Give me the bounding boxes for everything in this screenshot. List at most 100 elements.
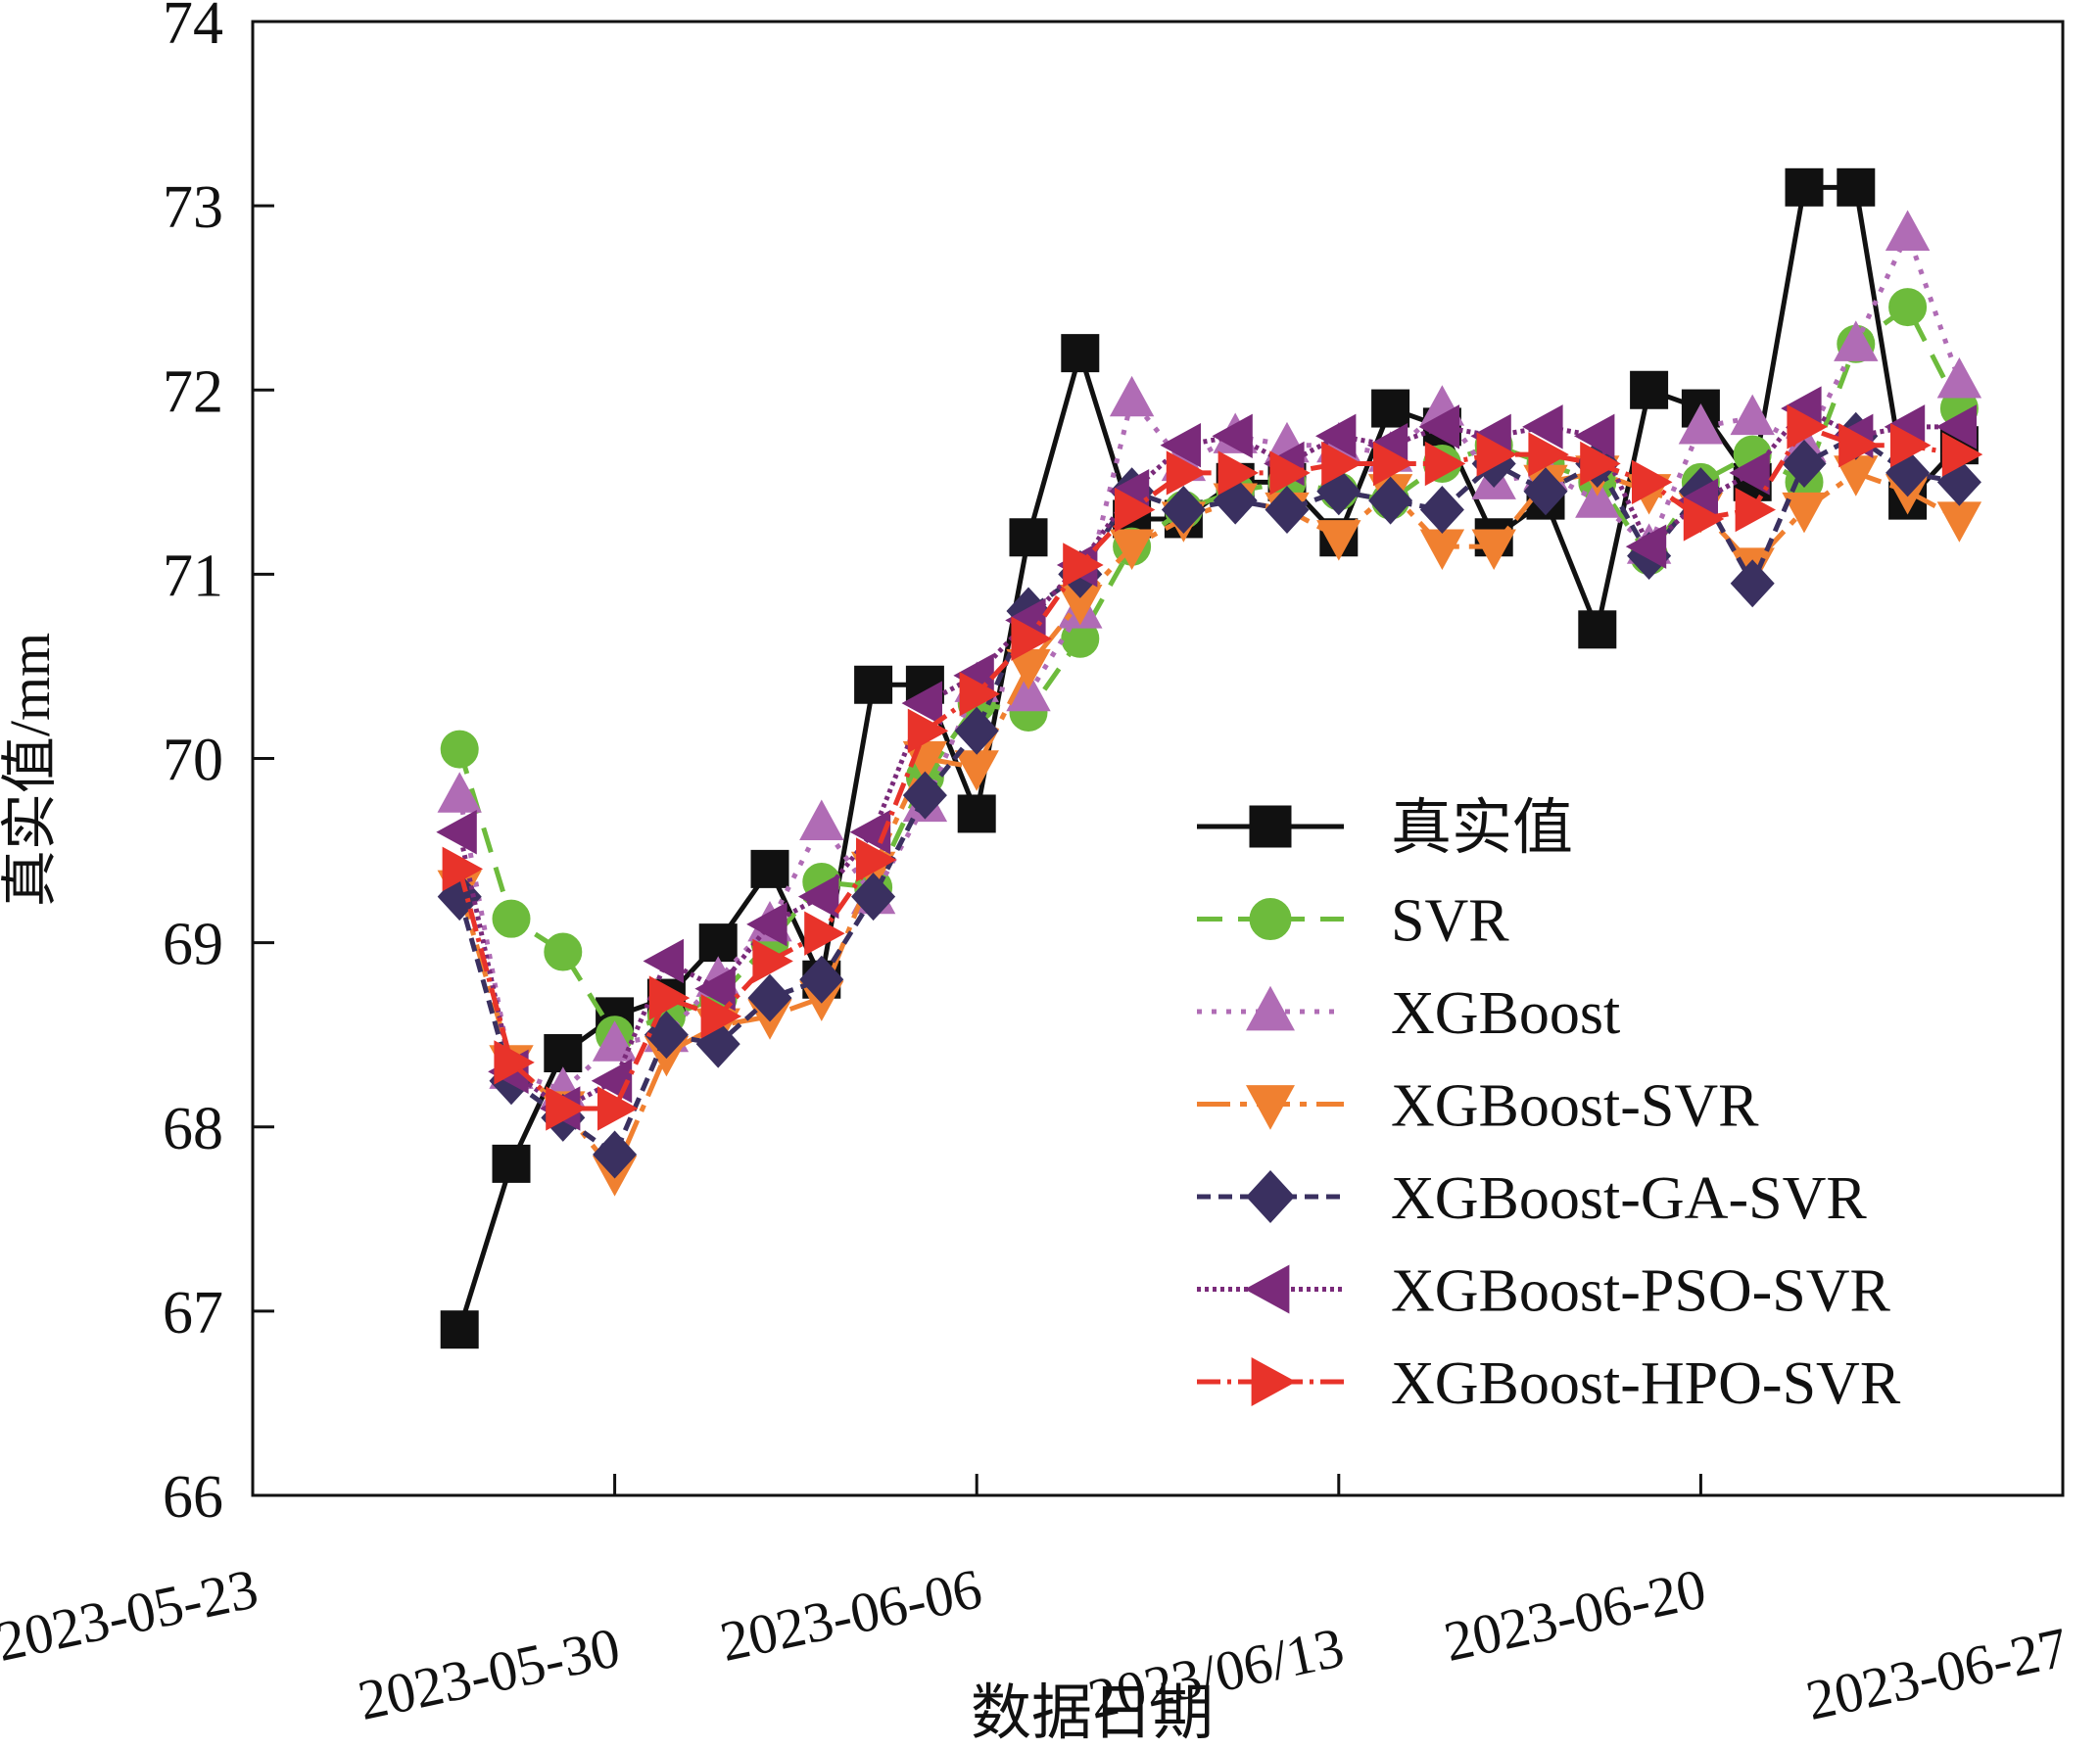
y-tick-label: 69 xyxy=(163,912,223,978)
data-point xyxy=(1109,529,1155,570)
series-line xyxy=(456,226,1962,1093)
data-point xyxy=(1785,167,1824,207)
data-point xyxy=(440,1310,479,1349)
legend-item: XGBoost-HPO-SVR xyxy=(1197,1350,1901,1417)
y-axis: 66 67 68 69 70 71 72 73 74 xyxy=(163,0,274,1531)
data-point xyxy=(1522,404,1563,449)
y-tick-label: 68 xyxy=(163,1096,223,1162)
data-point xyxy=(546,1086,587,1131)
legend-item: 真实值 xyxy=(1197,795,1573,862)
legend-label: XGBoost-GA-SVR xyxy=(1391,1165,1867,1232)
data-point xyxy=(700,994,742,1039)
data-point xyxy=(1471,529,1516,570)
data-point xyxy=(907,708,949,753)
data-point xyxy=(1782,440,1827,488)
data-point xyxy=(1885,210,1931,251)
data-point xyxy=(544,1034,583,1072)
data-point xyxy=(1941,432,1983,477)
data-point xyxy=(1419,486,1464,535)
y-tick-label: 67 xyxy=(163,1280,223,1347)
data-point xyxy=(1730,559,1775,608)
legend-marker xyxy=(1249,898,1292,940)
x-tick-label: 2023-06-06 xyxy=(715,1556,987,1674)
legend-item: XGBoost-SVR xyxy=(1197,1073,1759,1140)
data-point xyxy=(1115,487,1156,533)
data-point xyxy=(1575,477,1620,518)
data-point xyxy=(436,810,477,855)
data-point xyxy=(644,1011,689,1060)
x-tick-label: 2023-06-20 xyxy=(1439,1556,1711,1674)
data-point xyxy=(1166,450,1208,496)
data-point xyxy=(1523,467,1568,516)
data-point xyxy=(799,799,844,840)
series-layer xyxy=(436,167,1983,1349)
data-point xyxy=(797,874,839,920)
data-point xyxy=(1476,432,1518,477)
legend-item: XGBoost xyxy=(1197,980,1620,1047)
data-point xyxy=(1009,518,1048,557)
legend-item: XGBoost-GA-SVR xyxy=(1197,1165,1867,1232)
data-point xyxy=(1368,476,1413,525)
data-point xyxy=(1063,543,1104,588)
data-point xyxy=(592,1020,638,1062)
data-point xyxy=(799,955,844,1004)
data-point xyxy=(1838,422,1880,468)
data-point xyxy=(1212,413,1253,458)
data-point xyxy=(856,837,897,882)
data-point xyxy=(593,1130,638,1179)
data-point xyxy=(752,938,793,984)
data-point xyxy=(1314,413,1357,458)
legend-item: XGBoost-PSO-SVR xyxy=(1197,1258,1891,1325)
data-point xyxy=(1321,441,1362,487)
data-point xyxy=(1161,486,1206,535)
data-point xyxy=(1061,334,1100,373)
data-point xyxy=(1419,529,1465,570)
legend-label: XGBoost xyxy=(1391,980,1620,1047)
data-point xyxy=(1735,487,1777,533)
data-point xyxy=(1217,450,1260,496)
data-point xyxy=(1729,450,1770,496)
series-1 xyxy=(440,288,1979,1055)
legend: 真实值 SVR XGBoost XGBoost-SVR XGBoost-GA-SVR XG… xyxy=(1197,795,1901,1417)
x-tick-label: 2023-05-30 xyxy=(353,1615,625,1732)
data-point xyxy=(494,1040,535,1085)
data-point xyxy=(544,932,583,971)
data-point xyxy=(804,911,845,956)
data-point xyxy=(1418,404,1459,449)
x-tick-label: 2023-05-23 xyxy=(0,1556,263,1674)
legend-label: XGBoost-SVR xyxy=(1391,1073,1759,1140)
data-point xyxy=(1265,486,1310,535)
legend-label: 真实值 xyxy=(1391,795,1573,862)
data-point xyxy=(1837,167,1876,207)
data-point xyxy=(597,1086,639,1131)
legend-marker xyxy=(1246,985,1295,1031)
data-point xyxy=(1011,616,1052,661)
y-axis-label: 真实值/mm xyxy=(0,633,62,907)
data-point xyxy=(851,873,896,922)
series-6 xyxy=(442,404,1983,1131)
data-point xyxy=(901,681,942,726)
data-point xyxy=(1269,450,1311,496)
data-point xyxy=(1573,413,1615,458)
data-point xyxy=(648,975,691,1020)
data-point xyxy=(437,772,482,813)
series-line xyxy=(456,184,1962,1331)
y-tick-label: 70 xyxy=(163,728,223,794)
data-point xyxy=(959,671,1001,717)
data-point xyxy=(442,846,484,892)
data-point xyxy=(1683,496,1725,542)
series-line xyxy=(456,470,1961,1178)
legend-marker xyxy=(1244,1264,1290,1314)
series-line xyxy=(456,423,1960,1111)
data-point xyxy=(1625,524,1667,569)
data-point xyxy=(1109,375,1155,417)
data-point xyxy=(1580,441,1621,487)
data-point xyxy=(954,706,999,755)
legend-marker xyxy=(1246,1170,1295,1223)
legend-marker xyxy=(1251,1357,1297,1406)
y-tick-label: 71 xyxy=(163,543,223,609)
data-point xyxy=(492,1144,531,1183)
data-point xyxy=(1936,501,1982,543)
data-point xyxy=(1782,492,1827,534)
